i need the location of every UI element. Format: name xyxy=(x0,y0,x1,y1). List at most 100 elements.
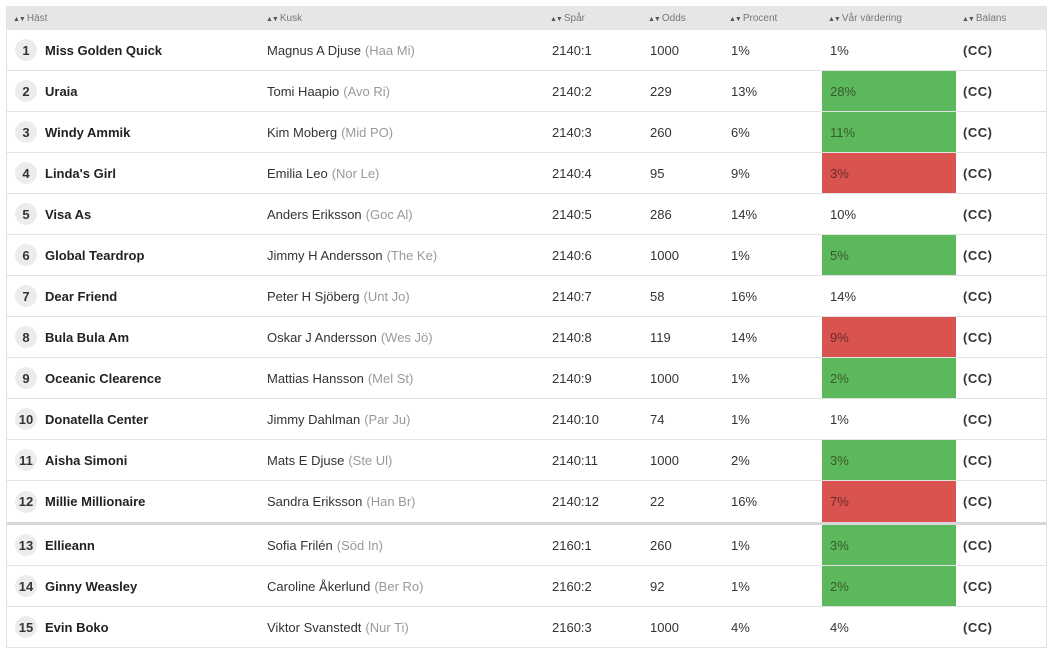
table-header: ▲▼ Häst ▲▼ Kusk ▲▼ Spår ▲▼ Odds ▲▼ Procent ▲▼… xyxy=(7,6,1046,30)
table-row[interactable]: 14 Ginny Weasley Caroline Åkerlund (Ber Ro)… xyxy=(7,566,1046,607)
start-number-cell: 15 xyxy=(15,607,37,647)
odds-value: 95 xyxy=(650,165,665,181)
odds-value: 260 xyxy=(650,124,672,140)
trainer-short: (Söd In) xyxy=(336,537,383,553)
procent-value: 2% xyxy=(731,452,750,468)
sort-arrows-icon: ▲▼ xyxy=(266,16,279,23)
driver-cell: Kim Moberg (Mid PO) xyxy=(267,112,393,152)
start-number-cell: 10 xyxy=(15,399,37,439)
driver-name[interactable]: Caroline Åkerlund xyxy=(267,578,371,594)
driver-name[interactable]: Sofia Frilén xyxy=(267,537,333,553)
horse-name[interactable]: Windy Ammik xyxy=(45,124,131,140)
horse-name[interactable]: Ginny Weasley xyxy=(45,578,138,594)
table-row[interactable]: 15 Evin Boko Viktor Svanstedt (Nur Ti) 2160:… xyxy=(7,607,1046,648)
horse-name[interactable]: Ellieann xyxy=(45,537,95,553)
driver-name[interactable]: Peter H Sjöberg xyxy=(267,288,360,304)
horse-name[interactable]: Global Teardrop xyxy=(45,247,145,263)
start-number-badge: 2 xyxy=(15,80,37,102)
horse-name[interactable]: Donatella Center xyxy=(45,411,149,427)
balans-value: (CC) xyxy=(963,165,993,181)
start-number-badge: 5 xyxy=(15,203,37,225)
table-row[interactable]: 3 Windy Ammik Kim Moberg (Mid PO) 2140:3 260 6… xyxy=(7,112,1046,153)
horse-name[interactable]: Miss Golden Quick xyxy=(45,42,163,58)
start-number-badge: 4 xyxy=(15,162,37,184)
sort-spar-header[interactable]: ▲▼ Spår xyxy=(550,13,585,24)
procent-value: 13% xyxy=(731,83,758,99)
balans-value: (CC) xyxy=(963,124,993,140)
procent-value: 1% xyxy=(731,578,750,594)
start-number-cell: 13 xyxy=(15,525,37,565)
start-number-cell: 7 xyxy=(15,276,37,316)
driver-name[interactable]: Emilia Leo xyxy=(267,165,328,181)
sort-kusk-header[interactable]: ▲▼ Kusk xyxy=(266,13,303,24)
horse-name[interactable]: Linda's Girl xyxy=(45,165,116,181)
odds-value: 1000 xyxy=(650,452,679,468)
driver-name[interactable]: Mats E Djuse xyxy=(267,452,345,468)
sort-var-vardering-header[interactable]: ▲▼ Vår värdering xyxy=(828,13,902,24)
driver-name[interactable]: Jimmy Dahlman xyxy=(267,411,361,427)
trainer-short: (Mel St) xyxy=(367,370,414,386)
sort-odds-header[interactable]: ▲▼ Odds xyxy=(648,13,686,24)
balans-value: (CC) xyxy=(963,537,993,553)
driver-cell: Emilia Leo (Nor Le) xyxy=(267,153,379,193)
horse-name[interactable]: Bula Bula Am xyxy=(45,329,130,345)
horse-name[interactable]: Uraia xyxy=(45,83,78,99)
sort-arrows-icon: ▲▼ xyxy=(550,16,563,23)
table-row[interactable]: 5 Visa As Anders Eriksson (Goc Al) 2140:5 286… xyxy=(7,194,1046,235)
spar-value: 2140:8 xyxy=(552,329,592,345)
driver-name[interactable]: Tomi Haapio xyxy=(267,83,340,99)
sort-procent-header[interactable]: ▲▼ Procent xyxy=(729,13,778,24)
table-row[interactable]: 8 Bula Bula Am Oskar J Andersson (Wes Jö) 21… xyxy=(7,317,1046,358)
horse-name[interactable]: Aisha Simoni xyxy=(45,452,128,468)
start-number-cell: 8 xyxy=(15,317,37,357)
start-number-cell: 2 xyxy=(15,71,37,111)
table-row[interactable]: 12 Millie Millionaire Sandra Eriksson (Han … xyxy=(7,481,1046,525)
table-row[interactable]: 7 Dear Friend Peter H Sjöberg (Unt Jo) 2140:… xyxy=(7,276,1046,317)
sort-balans-header[interactable]: ▲▼ Balans xyxy=(962,13,1007,24)
sort-hast-header[interactable]: ▲▼ Häst xyxy=(13,13,48,24)
start-number-cell: 4 xyxy=(15,153,37,193)
driver-cell: Oskar J Andersson (Wes Jö) xyxy=(267,317,433,357)
driver-name[interactable]: Anders Eriksson xyxy=(267,206,362,222)
horse-name[interactable]: Millie Millionaire xyxy=(45,494,146,509)
odds-value: 286 xyxy=(650,206,672,222)
sort-arrows-icon: ▲▼ xyxy=(13,16,26,23)
horse-name[interactable]: Visa As xyxy=(45,206,92,222)
table-row[interactable]: 11 Aisha Simoni Mats E Djuse (Ste Ul) 2140:1… xyxy=(7,440,1046,481)
odds-value: 1000 xyxy=(650,247,679,263)
driver-name[interactable]: Mattias Hansson xyxy=(267,370,364,386)
start-number-badge: 13 xyxy=(15,534,37,556)
balans-value: (CC) xyxy=(963,83,993,99)
horse-name[interactable]: Dear Friend xyxy=(45,288,118,304)
var-vardering-value: 7% xyxy=(822,481,956,522)
driver-name[interactable]: Magnus A Djuse xyxy=(267,42,361,58)
table-row[interactable]: 9 Oceanic Clearence Mattias Hansson (Mel St… xyxy=(7,358,1046,399)
spar-value: 2160:3 xyxy=(552,619,592,635)
table-row[interactable]: 6 Global Teardrop Jimmy H Andersson (The Ke… xyxy=(7,235,1046,276)
odds-value: 74 xyxy=(650,411,665,427)
table-row[interactable]: 1 Miss Golden Quick Magnus A Djuse (Haa Mi)… xyxy=(7,30,1046,71)
driver-name[interactable]: Kim Moberg xyxy=(267,124,338,140)
var-vardering-value: 28% xyxy=(822,71,956,111)
table-row[interactable]: 2 Uraia Tomi Haapio (Avo Ri) 2140:2 229 13% 28%… xyxy=(7,71,1046,112)
driver-name[interactable]: Oskar J Andersson xyxy=(267,329,377,345)
horse-name[interactable]: Oceanic Clearence xyxy=(45,370,162,386)
table-row[interactable]: 10 Donatella Center Jimmy Dahlman (Par Ju) 2… xyxy=(7,399,1046,440)
driver-name[interactable]: Viktor Svanstedt xyxy=(267,619,362,635)
spar-value: 2160:2 xyxy=(552,578,592,594)
trainer-short: (Wes Jö) xyxy=(380,329,433,345)
driver-name[interactable]: Jimmy H Andersson xyxy=(267,247,383,263)
balans-value: (CC) xyxy=(963,411,993,427)
procent-value: 1% xyxy=(731,42,750,58)
table-body: 1 Miss Golden Quick Magnus A Djuse (Haa Mi)… xyxy=(7,30,1046,648)
var-vardering-value: 11% xyxy=(822,112,956,152)
table-row[interactable]: 4 Linda's Girl Emilia Leo (Nor Le) 2140:4 95 9… xyxy=(7,153,1046,194)
driver-cell: Sofia Frilén (Söd In) xyxy=(267,525,383,565)
start-number-badge: 6 xyxy=(15,244,37,266)
table-row[interactable]: 13 Ellieann Sofia Frilén (Söd In) 2160:1 260 1… xyxy=(7,525,1046,566)
var-vardering-value: 5% xyxy=(822,235,956,275)
driver-cell: Jimmy Dahlman (Par Ju) xyxy=(267,399,410,439)
start-number-cell: 14 xyxy=(15,566,37,606)
horse-name[interactable]: Evin Boko xyxy=(45,619,109,635)
driver-name[interactable]: Sandra Eriksson xyxy=(267,494,363,509)
